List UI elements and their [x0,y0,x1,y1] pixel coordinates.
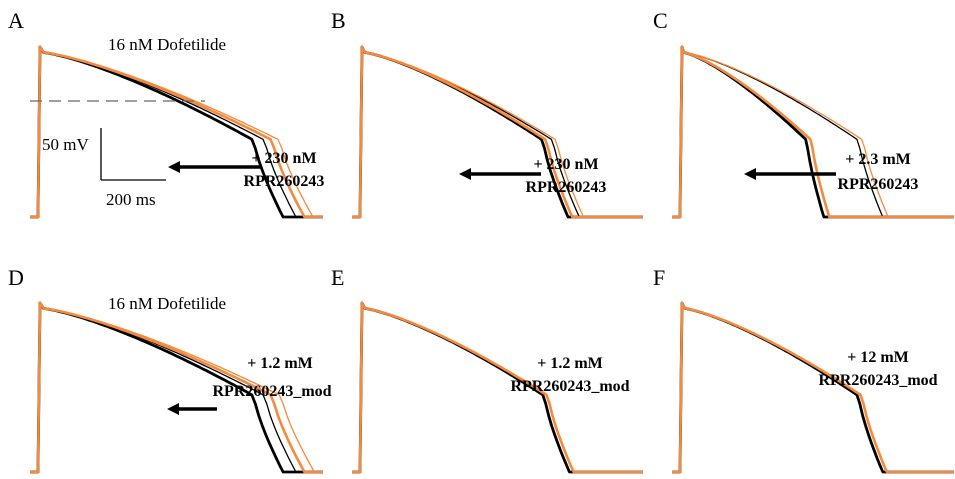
trace-orange-1 [30,45,323,219]
drug-label-line: + 230 nM [251,150,316,167]
arrow-head [744,168,756,180]
drug-label-line: + 12 mM [847,349,909,366]
panel-letter: D [8,265,24,290]
trace-orange-1 [672,45,954,219]
arrow-head [459,168,471,180]
panel-d: D 16 nM Dofetilide + 1.2 mM RPR260243_mod [8,265,332,474]
trace-orange-2 [672,46,954,218]
trace-orange-1 [672,301,954,474]
scale-bar-voltage-label: 50 mV [42,135,89,154]
panel-letter: C [653,8,668,33]
arrow-head [167,403,179,415]
trace-orange-2 [30,46,323,218]
panel-a: A 16 nM Dofetilide + 230 nM RPR260243 [8,8,325,219]
panel-letter: A [8,8,24,33]
scale-bar: 50 mV 200 ms [42,128,166,209]
trace-orange-2 [352,46,643,218]
panel-f: F + 12 mM RPR260243_mod [653,265,954,474]
drug-annotation: 16 nM Dofetilide [108,294,226,313]
drug-label-line: + 230 nM [533,156,598,173]
scale-bar-time-label: 200 ms [106,190,156,209]
drug-label-line: + 1.2 mM [247,355,313,372]
trace-orange-1 [352,301,643,474]
trace-black-2 [30,46,323,218]
panel-letter: E [331,265,344,290]
arrow-head [168,161,180,173]
drug-label-line: RPR260243_mod [212,383,331,400]
drug-annotation: 16 nM Dofetilide [108,35,226,54]
drug-label-line: RPR260243 [526,179,607,196]
drug-label-line: RPR260243_mod [818,372,937,389]
trace-orange-2 [30,302,323,473]
drug-label-line: RPR260243_mod [510,378,629,395]
panel-letter: B [331,8,346,33]
drug-label-line: RPR260243 [244,173,325,190]
panel-c: C + 2.3 mM RPR260243 [653,8,954,219]
drug-label-line: + 2.3 mM [845,151,911,168]
drug-label-line: RPR260243 [838,176,919,193]
panel-b: B + 230 nM RPR260243 [331,8,643,219]
trace-black-1 [30,45,323,219]
panel-letter: F [653,265,665,290]
panel-e: E + 1.2 mM RPR260243_mod [331,265,643,474]
drug-label-line: + 1.2 mM [537,355,603,372]
